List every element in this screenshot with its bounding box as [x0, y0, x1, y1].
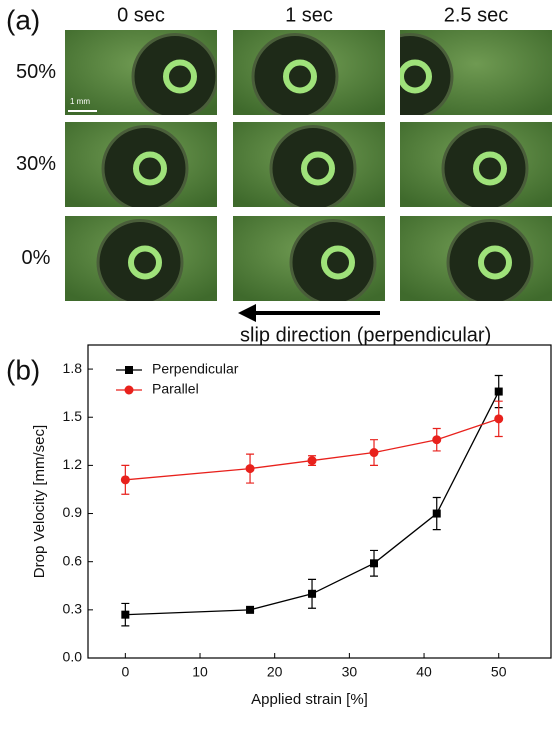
drop	[448, 221, 532, 305]
marker	[370, 559, 378, 567]
x-tick-label: 10	[192, 664, 208, 680]
photo	[65, 122, 217, 211]
x-tick-label: 0	[121, 664, 129, 680]
photo	[233, 216, 385, 305]
marker	[432, 435, 441, 444]
photo	[368, 30, 552, 119]
figure: (a) (b) 0 sec 1 sec 2.5 sec 50% 30% 0% 1 mm sli…	[0, 0, 553, 742]
drop	[443, 127, 527, 211]
arrow-head	[238, 304, 256, 322]
x-tick-label: 20	[267, 664, 283, 680]
arrow-label: slip direction (perpendicular)	[240, 324, 491, 346]
y-tick-label: 1.2	[63, 456, 83, 472]
marker	[246, 464, 255, 473]
marker	[308, 456, 317, 465]
marker	[121, 475, 130, 484]
marker	[125, 366, 133, 374]
row-label: 0%	[22, 247, 51, 269]
y-axis-label: Drop Velocity [mm/sec]	[31, 425, 48, 578]
photo	[65, 216, 217, 305]
marker	[494, 414, 503, 423]
marker	[308, 590, 316, 598]
photo	[233, 122, 385, 211]
marker	[121, 611, 129, 619]
x-tick-label: 50	[491, 664, 507, 680]
photo	[400, 216, 552, 305]
y-tick-label: 0.0	[63, 649, 83, 665]
drop	[133, 35, 217, 119]
drop	[253, 35, 337, 119]
x-tick-label: 40	[416, 664, 432, 680]
y-tick-label: 0.9	[63, 504, 83, 520]
column-label: 1 sec	[285, 4, 333, 26]
marker	[495, 388, 503, 396]
marker	[370, 448, 379, 457]
drop	[103, 127, 187, 211]
row-label: 50%	[16, 61, 56, 83]
series-line	[125, 419, 498, 480]
marker	[246, 606, 254, 614]
y-tick-label: 1.8	[63, 360, 83, 376]
marker	[433, 510, 441, 518]
panel-label: (a)	[6, 4, 40, 35]
column-label: 0 sec	[117, 4, 165, 26]
y-tick-label: 1.5	[63, 408, 83, 424]
legend-label: Perpendicular	[152, 361, 239, 377]
legend-label: Parallel	[152, 381, 199, 397]
panel-label: (b)	[6, 354, 40, 385]
photo	[400, 122, 552, 211]
column-label: 2.5 sec	[444, 4, 508, 26]
marker	[125, 386, 134, 395]
row-label: 30%	[16, 153, 56, 175]
x-axis-label: Applied strain [%]	[251, 691, 368, 708]
drop	[291, 221, 375, 305]
x-tick-label: 30	[342, 664, 358, 680]
drop	[98, 221, 182, 305]
photo	[233, 30, 385, 119]
scale-label: 1 mm	[70, 97, 90, 106]
y-tick-label: 0.3	[63, 601, 83, 617]
y-tick-label: 0.6	[63, 552, 83, 568]
drop	[271, 127, 355, 211]
